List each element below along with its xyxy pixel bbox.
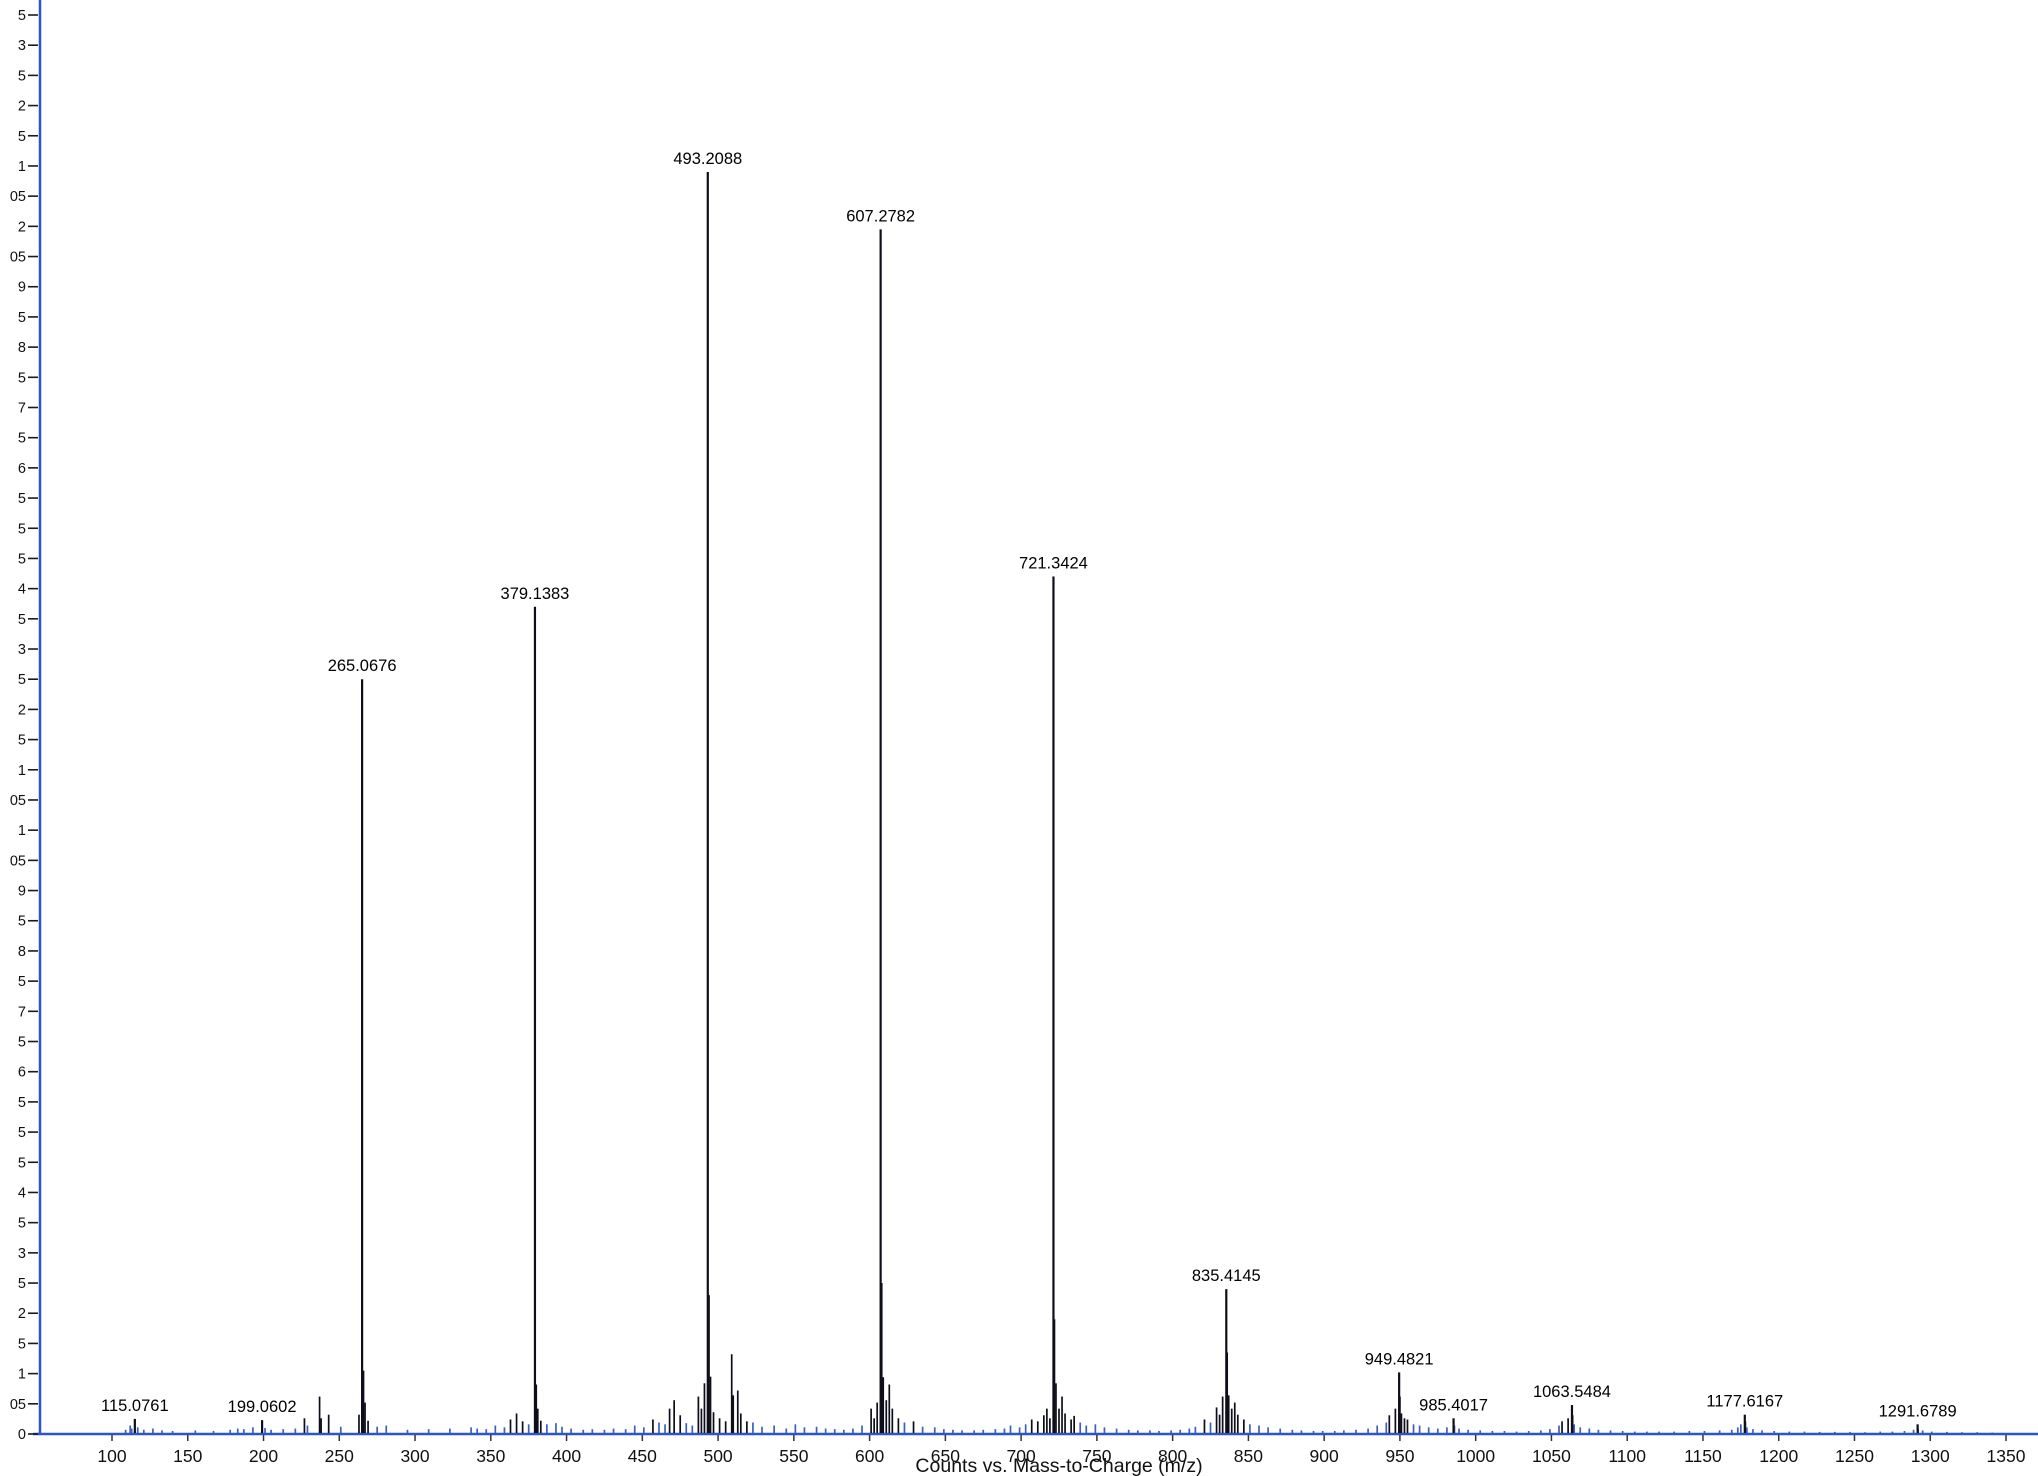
peak-label: 835.4145 bbox=[1192, 1267, 1261, 1285]
peak-label: 493.2088 bbox=[673, 150, 742, 168]
y-axis-tick-fragment: 6 bbox=[18, 1065, 26, 1081]
y-axis-tick-fragment: 5 bbox=[18, 310, 26, 326]
y-axis-tick-fragment: 4 bbox=[18, 582, 26, 598]
x-axis-tick-label: 1100 bbox=[1608, 1446, 1646, 1466]
x-axis-tick-label: 100 bbox=[97, 1446, 126, 1466]
peak-label: 607.2782 bbox=[846, 207, 915, 225]
y-axis-tick-fragment: 1 bbox=[18, 159, 26, 175]
y-axis-tick-fragment: 2 bbox=[18, 702, 26, 718]
y-axis-tick-fragment: 5 bbox=[18, 8, 26, 24]
y-axis-tick-fragment: 5 bbox=[18, 431, 26, 447]
x-axis-tick-label: 300 bbox=[400, 1446, 429, 1466]
y-axis-tick-fragment: 5 bbox=[18, 370, 26, 386]
y-axis-tick-fragment: 1 bbox=[18, 763, 26, 779]
peak-label: 1291.6789 bbox=[1879, 1402, 1957, 1420]
y-axis-tick-fragment: 9 bbox=[18, 884, 26, 900]
y-axis-tick-fragment: 7 bbox=[18, 1004, 26, 1020]
y-axis-tick-fragment: 05 bbox=[10, 189, 26, 205]
x-axis-tick-label: 900 bbox=[1310, 1446, 1339, 1466]
y-axis-tick-fragment: 5 bbox=[18, 672, 26, 688]
x-axis-title: Counts vs. Mass-to-Charge (m/z) bbox=[915, 1455, 1202, 1476]
x-axis-tick-label: 1300 bbox=[1911, 1446, 1950, 1466]
peak-label: 115.0761 bbox=[101, 1397, 169, 1415]
y-axis-tick-fragment: 1 bbox=[18, 1367, 26, 1383]
peak-label: 949.4821 bbox=[1365, 1350, 1434, 1368]
y-axis-tick-fragment: 05 bbox=[10, 793, 26, 809]
peak-label: 985.4017 bbox=[1419, 1396, 1488, 1414]
y-axis-tick-fragment: 5 bbox=[18, 1216, 26, 1232]
x-axis-tick-label: 750 bbox=[1082, 1446, 1111, 1466]
x-axis-tick-label: 600 bbox=[855, 1446, 884, 1466]
y-axis-tick-fragment: 5 bbox=[18, 551, 26, 567]
x-axis-tick-label: 650 bbox=[931, 1446, 960, 1466]
y-axis-tick-fragment: 8 bbox=[18, 340, 26, 356]
x-axis-tick-label: 1350 bbox=[1987, 1446, 2026, 1466]
x-axis-tick-label: 150 bbox=[173, 1446, 202, 1466]
peak-label: 265.0676 bbox=[328, 657, 397, 675]
y-axis-tick-fragment: 3 bbox=[18, 1246, 26, 1262]
x-axis-tick-label: 550 bbox=[779, 1446, 808, 1466]
y-axis-tick-fragment: 3 bbox=[18, 642, 26, 658]
y-axis-tick-fragment: 0 bbox=[18, 1427, 26, 1443]
x-axis-tick-label: 700 bbox=[1007, 1446, 1036, 1466]
y-axis-tick-fragment: 2 bbox=[18, 99, 26, 115]
y-axis-tick-fragment: 5 bbox=[18, 1125, 26, 1141]
x-axis-tick-label: 400 bbox=[552, 1446, 581, 1466]
y-axis-tick-fragment: 5 bbox=[18, 1336, 26, 1352]
x-axis-tick-label: 1000 bbox=[1456, 1446, 1495, 1466]
y-axis-tick-fragment: 5 bbox=[18, 129, 26, 145]
y-axis-tick-fragment: 7 bbox=[18, 400, 26, 416]
y-axis-tick-fragment: 1 bbox=[18, 823, 26, 839]
x-axis-tick-label: 350 bbox=[476, 1446, 505, 1466]
y-axis-tick-fragment: 5 bbox=[18, 1155, 26, 1171]
x-axis-tick-label: 1250 bbox=[1835, 1446, 1874, 1466]
x-axis-tick-label: 800 bbox=[1158, 1446, 1187, 1466]
y-axis-tick-fragment: 3 bbox=[18, 38, 26, 54]
y-axis-tick-fragment: 5 bbox=[18, 914, 26, 930]
y-axis-tick-fragment: 5 bbox=[18, 68, 26, 84]
y-axis-tick-fragment: 8 bbox=[18, 944, 26, 960]
y-axis-tick-fragment: 5 bbox=[18, 1035, 26, 1051]
x-axis-tick-label: 1050 bbox=[1532, 1446, 1571, 1466]
x-axis-tick-label: 250 bbox=[325, 1446, 354, 1466]
y-axis-tick-fragment: 2 bbox=[18, 1306, 26, 1322]
y-axis-tick-fragment: 4 bbox=[18, 1185, 26, 1201]
x-axis-tick-label: 200 bbox=[249, 1446, 278, 1466]
peak-label: 721.3424 bbox=[1019, 555, 1088, 573]
y-axis-tick-fragment: 6 bbox=[18, 461, 26, 477]
y-axis-tick-fragment: 05 bbox=[10, 1397, 26, 1413]
peak-label: 199.0602 bbox=[228, 1398, 297, 1416]
peak-label: 379.1383 bbox=[501, 585, 570, 603]
peak-label: 1177.6167 bbox=[1706, 1393, 1783, 1411]
y-axis-tick-fragment: 9 bbox=[18, 280, 26, 296]
peak-label: 1063.5484 bbox=[1533, 1383, 1611, 1401]
x-axis-tick-label: 1150 bbox=[1684, 1446, 1722, 1466]
x-axis-tick-label: 850 bbox=[1234, 1446, 1263, 1466]
y-axis-tick-fragment: 5 bbox=[18, 733, 26, 749]
y-axis-tick-fragment: 5 bbox=[18, 612, 26, 628]
x-axis-tick-label: 500 bbox=[703, 1446, 732, 1466]
y-axis-tick-fragment: 5 bbox=[18, 974, 26, 990]
y-axis-tick-fragment: 5 bbox=[18, 521, 26, 537]
y-axis-tick-fragment: 05 bbox=[10, 250, 26, 266]
y-axis-tick-fragment: 5 bbox=[18, 1276, 26, 1292]
x-axis-tick-label: 1200 bbox=[1759, 1446, 1798, 1466]
y-axis-tick-fragment: 5 bbox=[18, 491, 26, 507]
x-axis-tick-label: 450 bbox=[628, 1446, 657, 1466]
x-axis-tick-label: 950 bbox=[1385, 1446, 1414, 1466]
y-axis-tick-fragment: 05 bbox=[10, 853, 26, 869]
y-axis-tick-fragment: 2 bbox=[18, 219, 26, 235]
y-axis-tick-fragment: 5 bbox=[18, 1095, 26, 1111]
